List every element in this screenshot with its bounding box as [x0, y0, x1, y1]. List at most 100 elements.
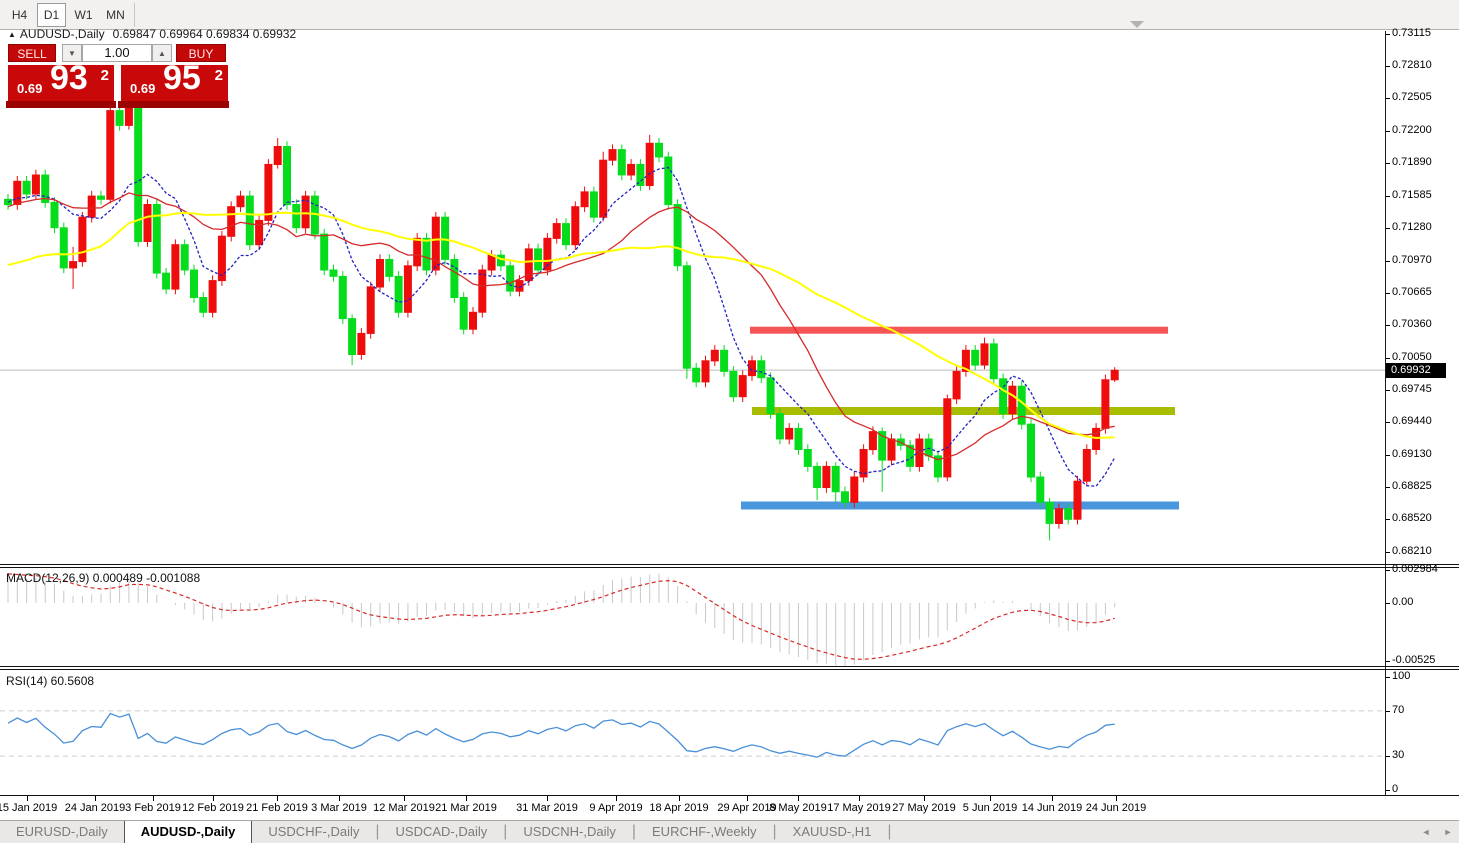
candle-body — [106, 110, 115, 200]
ask-price-big-digits: 95 — [163, 59, 201, 97]
candle-body — [766, 377, 775, 415]
price-axis-label: 0.70050 — [1392, 350, 1432, 363]
time-axis-label: 17 May 2019 — [827, 802, 891, 814]
candle-body — [143, 204, 152, 242]
candle-body — [831, 465, 840, 493]
timeframe-button-mn[interactable]: MN — [106, 8, 125, 22]
candle-body — [487, 254, 496, 271]
candle-body — [952, 370, 961, 400]
price-axis-label: 0.72810 — [1392, 59, 1432, 72]
time-axis-tick — [679, 796, 680, 801]
candle-body — [366, 286, 375, 334]
price-axis-tick — [1386, 357, 1390, 359]
rsi-pane[interactable] — [0, 671, 1385, 795]
candle-body — [682, 265, 691, 369]
candle-body — [301, 195, 310, 229]
time-axis-label: 24 Jan 2019 — [64, 802, 126, 814]
candle-body — [41, 174, 50, 203]
candle-body — [115, 110, 124, 126]
candle-body — [431, 216, 440, 271]
horizontal-line-object-1[interactable] — [752, 407, 1175, 415]
price-axis-border — [1385, 31, 1386, 796]
price-axis-tick — [1386, 34, 1390, 35]
volume-input[interactable]: 1.00 — [82, 44, 152, 62]
candle-body — [943, 398, 952, 478]
volume-decrease-button[interactable]: ▼ — [62, 44, 82, 62]
candle-body — [534, 248, 543, 271]
volume-increase-button[interactable]: ▲ — [152, 44, 172, 62]
timeframe-button-h4[interactable]: H4 — [11, 8, 28, 22]
candle-body — [59, 227, 68, 269]
candle-body — [190, 269, 198, 298]
candle-body — [580, 191, 589, 208]
time-axis-tick — [95, 796, 96, 801]
buy-button[interactable]: BUY — [176, 44, 226, 62]
chart-shift-marker-icon[interactable] — [1130, 21, 1144, 28]
candle-body — [989, 343, 998, 380]
candle-body — [608, 149, 617, 161]
candle-body — [217, 235, 226, 282]
tab-eurusd-daily[interactable]: EURUSD-,Daily — [16, 824, 108, 839]
tab-usdcnh-daily[interactable]: USDCNH-,Daily — [523, 824, 616, 839]
candle-body — [1036, 476, 1045, 503]
bid-price-button[interactable]: 0.69 93 2 — [8, 59, 114, 101]
price-chart-pane[interactable] — [0, 31, 1385, 564]
rsi-axis-label: 0 — [1392, 783, 1399, 795]
candle-body — [376, 259, 384, 288]
tab-eurchf-weekly[interactable]: EURCHF-,Weekly — [652, 824, 757, 839]
pane-separator[interactable] — [0, 666, 1459, 670]
horizontal-line-object-2[interactable] — [741, 501, 1179, 510]
time-axis[interactable]: 15 Jan 2019 24 Jan 2019 3 Feb 2019 12 Feb 2… — [0, 796, 1385, 820]
time-axis-label: 14 Jun 2019 — [1021, 802, 1083, 814]
rsi-line — [7, 712, 1115, 758]
candle-body — [69, 261, 78, 269]
chart-expand-icon[interactable]: ▲ — [8, 30, 16, 39]
candle-body — [710, 349, 719, 362]
price-axis-label: 0.73115 — [1392, 27, 1431, 39]
time-axis-tick — [277, 796, 278, 801]
price-axis-tick — [1386, 422, 1390, 424]
candle-body — [906, 444, 915, 467]
tabs-scroll-right-icon[interactable]: ► — [1443, 827, 1453, 837]
candle-body — [422, 237, 431, 271]
sell-button[interactable]: SELL — [8, 44, 56, 62]
ask-price-button[interactable]: 0.69 95 2 — [121, 59, 228, 101]
time-axis-tick — [153, 796, 154, 801]
time-axis-label: 27 May 2019 — [892, 802, 956, 814]
timeframe-button-d1[interactable]: D1 — [37, 3, 66, 27]
tab-usdcad-daily[interactable]: USDCAD-,Daily — [395, 824, 488, 839]
candle-body — [961, 349, 970, 372]
price-axis-label: 0.68520 — [1392, 512, 1432, 525]
ask-price-prefix: 0.69 — [130, 81, 156, 96]
time-axis-tick — [1052, 796, 1053, 801]
time-axis-tick — [1116, 796, 1117, 801]
timeframe-button-w1[interactable]: W1 — [74, 8, 93, 22]
macd-pane[interactable] — [0, 569, 1385, 666]
candle-body — [757, 360, 766, 379]
chart-window[interactable] — [0, 31, 1459, 820]
candle-body — [348, 318, 357, 356]
toolbar-separator — [134, 3, 135, 27]
chart-title: ▲ AUDUSD-,Daily 0.69847 0.69964 0.69834 0.… — [8, 27, 296, 41]
tab-xauusd-h1[interactable]: XAUUSD-,H1 — [792, 824, 872, 839]
time-axis-tick — [616, 796, 617, 801]
price-axis-label: 0.70665 — [1392, 285, 1432, 298]
horizontal-line-object-0[interactable] — [750, 326, 1168, 334]
chart-ohlc-values: 0.69847 0.69964 0.69834 0.69932 — [112, 27, 297, 41]
candle-body — [850, 476, 859, 503]
candle-body — [245, 195, 254, 246]
candle-body — [152, 204, 161, 274]
tabs-scroll-left-icon[interactable]: ◄ — [1421, 827, 1431, 837]
macd-axis-tick — [1386, 603, 1390, 604]
pane-separator[interactable] — [0, 564, 1459, 568]
candle-body — [413, 237, 422, 267]
bid-box-footer — [6, 101, 116, 108]
candle-body — [273, 146, 282, 165]
time-axis-label: 21 Mar 2019 — [435, 802, 497, 814]
tab-usdchf-daily[interactable]: USDCHF-,Daily — [268, 824, 360, 839]
tab-audusd-daily[interactable]: AUDUSD-,Daily — [123, 821, 253, 843]
candle-body — [208, 280, 217, 313]
price-axis-tick — [1386, 324, 1390, 326]
tab-separator: | — [375, 823, 380, 840]
time-axis-label: 15 Jan 2019 — [0, 802, 58, 814]
